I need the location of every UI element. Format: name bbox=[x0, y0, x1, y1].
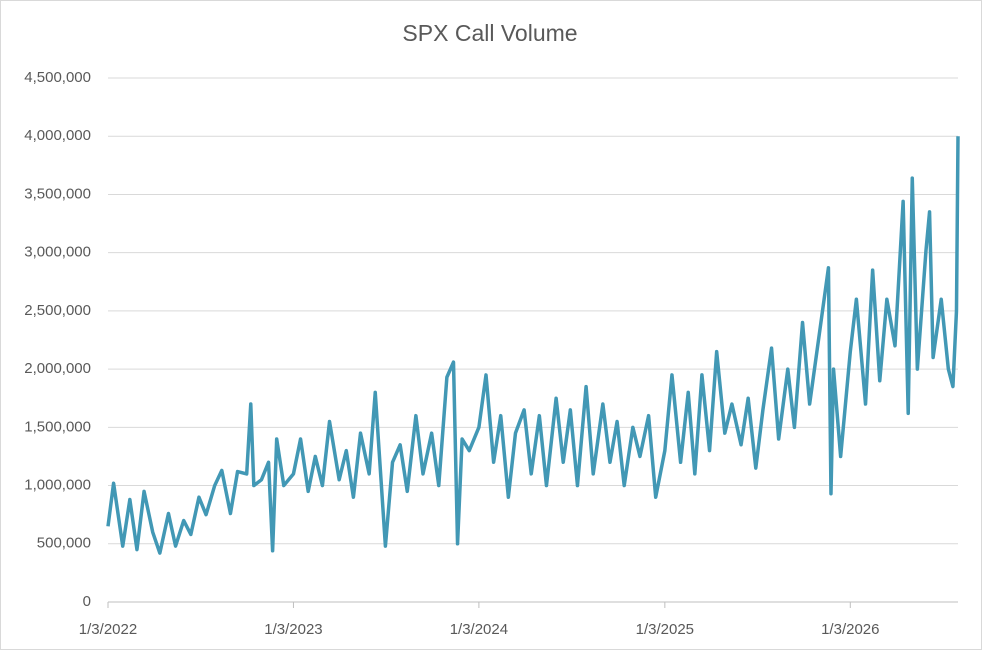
x-tick-label: 1/3/2023 bbox=[264, 621, 322, 638]
line-series bbox=[106, 136, 960, 555]
y-tick-label: 2,000,000 bbox=[24, 360, 91, 377]
y-tick-label: 3,500,000 bbox=[24, 185, 91, 202]
y-tick-label: 2,500,000 bbox=[24, 302, 91, 319]
x-tick-label: 1/3/2022 bbox=[79, 621, 137, 638]
y-tick-label: 4,500,000 bbox=[24, 69, 91, 86]
y-tick-label: 1,500,000 bbox=[24, 418, 91, 435]
x-tick-label: 1/3/2025 bbox=[636, 621, 694, 638]
chart-title: SPX Call Volume bbox=[402, 20, 577, 46]
y-tick-label: 1,000,000 bbox=[24, 477, 91, 494]
y-tick-label: 3,000,000 bbox=[24, 244, 91, 261]
y-tick-label: 0 bbox=[83, 593, 91, 610]
y-tick-label: 4,000,000 bbox=[24, 127, 91, 144]
y-tick-label: 500,000 bbox=[37, 535, 91, 552]
x-tick-label: 1/3/2024 bbox=[450, 621, 508, 638]
x-tick-label: 1/3/2026 bbox=[821, 621, 879, 638]
